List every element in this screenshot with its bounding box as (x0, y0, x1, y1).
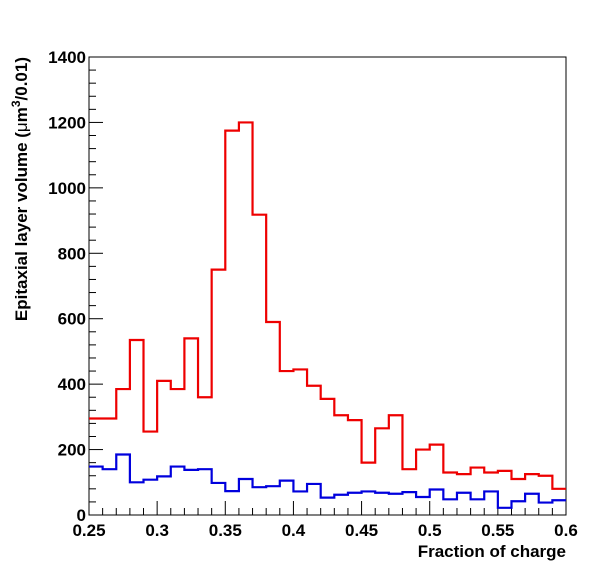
y-tick-label: 1400 (48, 48, 86, 67)
x-tick-label: 0.6 (554, 521, 578, 540)
histogram-series-2 (89, 453, 566, 509)
y-tick-label: 1200 (48, 113, 86, 132)
series-group (89, 121, 566, 509)
y-axis-title-unit: m (12, 107, 31, 122)
axis-ticks (88, 56, 567, 516)
y-tick-label: 0 (77, 506, 86, 525)
y-tick-label: 600 (58, 310, 86, 329)
plot-frame (88, 56, 567, 516)
x-tick-label: 0.5 (418, 521, 442, 540)
y-tick-label: 800 (58, 244, 86, 263)
y-axis-title-suffix: /0.01) (12, 57, 31, 100)
y-tick-labels: 0 200 400 600 800 1000 1200 1400 (48, 48, 86, 525)
y-axis-title-superscript: 3 (9, 100, 23, 107)
x-tick-label: 0.4 (282, 521, 306, 540)
x-tick-label: 0.25 (72, 521, 105, 540)
x-tick-label: 0.35 (209, 521, 242, 540)
y-axis-title: Epitaxial layer volume (μm3/0.01) (9, 57, 31, 321)
x-axis-title: Fraction of charge (418, 542, 566, 561)
y-axis-title-prefix: Epitaxial layer volume ( (12, 132, 31, 321)
y-tick-label: 400 (58, 375, 86, 394)
y-tick-label: 1000 (48, 179, 86, 198)
x-tick-labels: 0.25 0.3 0.35 0.4 0.45 0.5 0.55 0.6 (72, 521, 577, 540)
x-tick-label: 0.55 (481, 521, 514, 540)
x-tick-label: 0.3 (145, 521, 169, 540)
y-tick-label: 200 (58, 441, 86, 460)
y-axis-title-mu: μ (12, 122, 31, 132)
x-tick-label: 0.45 (345, 521, 378, 540)
histogram-series-1 (89, 121, 566, 490)
